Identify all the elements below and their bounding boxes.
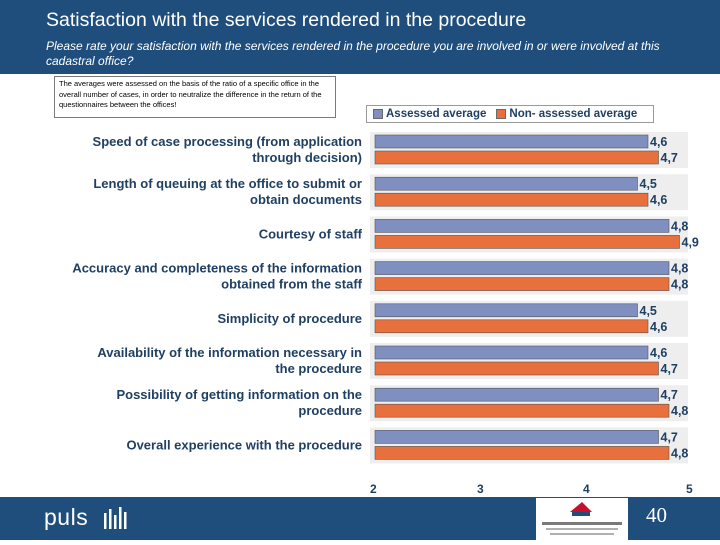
bar-assessed xyxy=(374,176,638,191)
partner-logo xyxy=(536,498,628,540)
data-label: 4,8 xyxy=(671,404,688,418)
bar-assessed xyxy=(374,430,659,444)
brand-bars-icon xyxy=(104,507,127,529)
data-label: 4,6 xyxy=(650,346,667,360)
data-label: 4,6 xyxy=(650,320,667,334)
x-tick-label: 4 xyxy=(583,482,590,496)
bar-non-assessed xyxy=(374,235,680,249)
partner-logo-mark xyxy=(542,502,622,535)
brand-logo: puls xyxy=(44,504,89,530)
data-label: 4,8 xyxy=(671,446,688,460)
bar-assessed xyxy=(374,219,670,233)
category-label: Overall experience with the procedure xyxy=(126,437,362,452)
category-label: Speed of case processing (from applicati… xyxy=(93,134,363,165)
data-label: 4,9 xyxy=(682,235,699,249)
page-title: Satisfaction with the services rendered … xyxy=(46,9,527,31)
legend-swatch-non-assessed xyxy=(496,109,507,119)
page-subtitle: Please rate your satisfaction with the s… xyxy=(46,39,660,68)
data-label: 4,5 xyxy=(640,177,657,191)
category-label: Accuracy and completeness of the informa… xyxy=(72,261,362,292)
bar-non-assessed xyxy=(374,150,659,165)
category-label: Possibility of getting information on th… xyxy=(116,387,362,418)
data-label: 4,7 xyxy=(661,388,678,402)
data-label: 4,8 xyxy=(671,219,688,233)
x-tick-label: 3 xyxy=(477,482,484,496)
legend-label-assessed: Assessed average xyxy=(386,108,487,120)
page-number: 40 xyxy=(646,503,667,527)
chart-legend: Assessed average Non- assessed average xyxy=(366,105,654,123)
legend-swatch-assessed xyxy=(373,109,383,119)
legend-label-non-assessed: Non- assessed average xyxy=(509,108,638,120)
data-label: 4,6 xyxy=(650,135,667,149)
legend-item-assessed: Assessed average xyxy=(373,108,486,120)
data-label: 4,8 xyxy=(671,278,688,292)
bar-assessed xyxy=(374,387,659,402)
data-label: 4,5 xyxy=(640,304,657,318)
category-label: Simplicity of procedure xyxy=(218,311,362,326)
bar-assessed xyxy=(374,345,649,360)
bar-non-assessed xyxy=(374,446,670,460)
data-label: 4,8 xyxy=(671,262,688,276)
category-label: Courtesy of staff xyxy=(259,226,363,241)
legend-item-non-assessed: Non- assessed average xyxy=(496,108,637,120)
category-label: Availability of the information necessar… xyxy=(97,345,362,376)
data-label: 4,7 xyxy=(661,151,678,165)
bar-non-assessed xyxy=(374,319,649,334)
header-bar: Satisfaction with the services rendered … xyxy=(0,0,720,74)
data-label: 4,7 xyxy=(661,362,678,376)
bar-assessed xyxy=(374,261,670,275)
x-tick-label: 5 xyxy=(686,482,693,496)
x-tick-label: 2 xyxy=(370,482,377,496)
bar-assessed xyxy=(374,303,638,318)
category-label: Length of queuing at the office to submi… xyxy=(93,176,362,207)
bar-non-assessed xyxy=(374,277,670,291)
bar-non-assessed xyxy=(374,403,670,418)
data-label: 4,6 xyxy=(650,193,667,207)
bar-non-assessed xyxy=(374,192,649,207)
methodology-note: The averages were assessed on the basis … xyxy=(54,76,336,118)
bar-non-assessed xyxy=(374,361,659,376)
data-label: 4,7 xyxy=(661,430,678,444)
bar-assessed xyxy=(374,134,649,149)
